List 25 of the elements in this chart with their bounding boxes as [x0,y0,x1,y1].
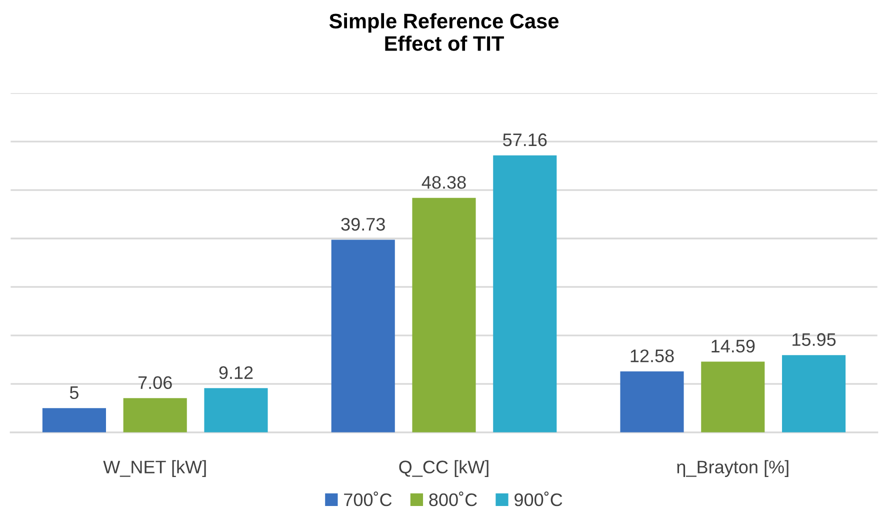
data-label: 39.73 [341,218,385,231]
bar [123,398,187,432]
bar [42,408,106,432]
bar [412,198,476,432]
chart-title: Simple Reference Case Effect of TIT [329,13,559,51]
bar [701,362,765,432]
legend-label: 800˚C [429,491,477,506]
legend-label: 700˚C [344,491,392,506]
data-label: 48.38 [422,176,466,189]
data-label: 5 [70,386,78,400]
bar [493,155,557,432]
x-tick-label: W_NET [kW] [103,460,206,477]
data-label: 57.16 [503,133,547,146]
x-tick-label: η_Brayton [%] [677,460,788,477]
data-label: 9.12 [219,366,253,380]
bar [204,388,268,432]
bar [620,371,684,432]
legend-label: 900˚C [514,491,562,506]
data-label: 15.95 [792,333,836,346]
data-label: 12.58 [630,349,674,362]
x-tick-label: Q_CC [kW] [399,460,488,477]
data-label: 7.06 [138,376,172,390]
bar [331,240,395,432]
data-label: 14.59 [712,340,755,353]
bar [782,355,846,432]
